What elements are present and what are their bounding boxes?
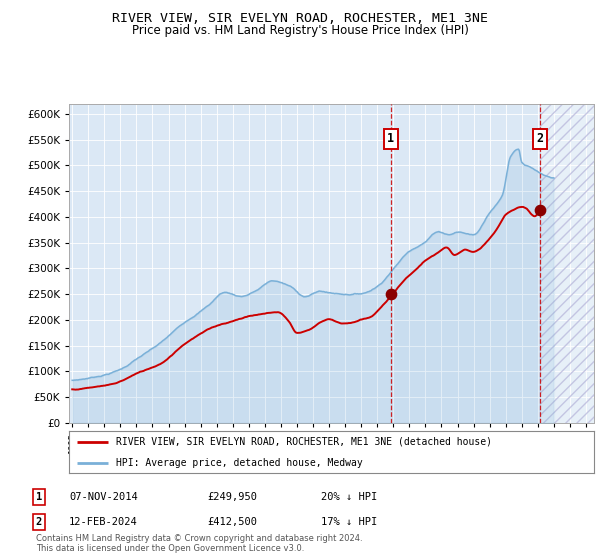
Text: RIVER VIEW, SIR EVELYN ROAD, ROCHESTER, ME1 3NE (detached house): RIVER VIEW, SIR EVELYN ROAD, ROCHESTER, … — [116, 437, 492, 447]
Text: 12-FEB-2024: 12-FEB-2024 — [69, 517, 138, 527]
Text: 07-NOV-2014: 07-NOV-2014 — [69, 492, 138, 502]
Bar — [540, 104, 594, 423]
Point — [386, 290, 396, 298]
Text: 2: 2 — [36, 517, 42, 527]
Text: RIVER VIEW, SIR EVELYN ROAD, ROCHESTER, ME1 3NE: RIVER VIEW, SIR EVELYN ROAD, ROCHESTER, … — [112, 12, 488, 25]
Text: Contains HM Land Registry data © Crown copyright and database right 2024.
This d: Contains HM Land Registry data © Crown c… — [36, 534, 362, 553]
Text: Price paid vs. HM Land Registry's House Price Index (HPI): Price paid vs. HM Land Registry's House … — [131, 24, 469, 36]
Text: 20% ↓ HPI: 20% ↓ HPI — [321, 492, 377, 502]
Point — [535, 206, 545, 215]
Text: 17% ↓ HPI: 17% ↓ HPI — [321, 517, 377, 527]
Text: 1: 1 — [36, 492, 42, 502]
Text: £249,950: £249,950 — [207, 492, 257, 502]
Text: 2: 2 — [536, 132, 543, 145]
Text: £412,500: £412,500 — [207, 517, 257, 527]
Text: 1: 1 — [388, 132, 394, 145]
Text: HPI: Average price, detached house, Medway: HPI: Average price, detached house, Medw… — [116, 458, 363, 468]
Bar — [540, 104, 594, 423]
